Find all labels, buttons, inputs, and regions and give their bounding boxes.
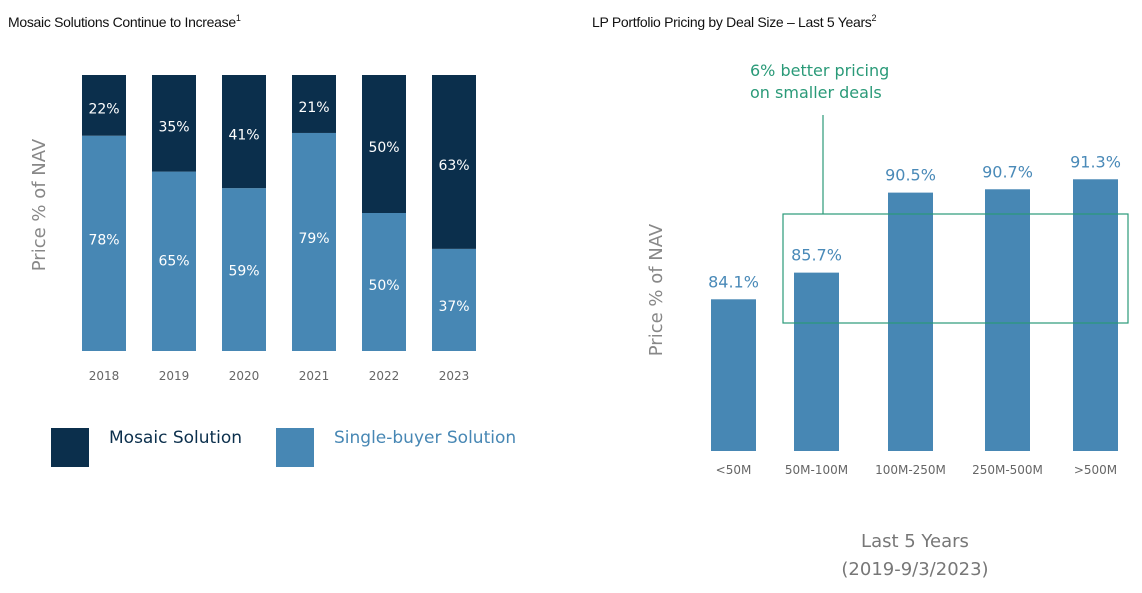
- label-mosaic-2021: 21%: [298, 100, 329, 116]
- legend-swatch-single: [276, 428, 314, 467]
- annotation-line-2: on smaller deals: [750, 83, 882, 102]
- value-label-100M-250M: 90.5%: [885, 166, 936, 185]
- annotation-line-1: 6% better pricing: [750, 61, 889, 80]
- bar-mosaic-2022: [362, 75, 406, 213]
- bar-single-2018: [82, 135, 126, 351]
- bar-mosaic-2023: [432, 75, 476, 249]
- bar-single-2021: [292, 132, 336, 351]
- bar-50M-100M: [794, 272, 839, 451]
- x-tick-250M-500M: 250M-500M: [972, 463, 1043, 477]
- x-axis-label-line-1: Last 5 Years: [861, 531, 969, 552]
- x-tick-100M-250M: 100M-250M: [875, 463, 946, 477]
- bar-mosaic-2018: [82, 75, 126, 136]
- legend-swatch-mosaic: [51, 428, 89, 467]
- x-tick-2022: 2022: [369, 369, 400, 383]
- legend: Mosaic Solution Single-buyer Solution: [51, 428, 516, 467]
- legend-label-mosaic: Mosaic Solution: [109, 428, 242, 448]
- bar-250M-500M: [985, 189, 1030, 451]
- bar-single-2023: [432, 248, 476, 351]
- x-tick-2020: 2020: [229, 369, 260, 383]
- label-mosaic-2018: 22%: [88, 101, 119, 117]
- left-chart-title: Mosaic Solutions Continue to Increase1: [8, 13, 241, 30]
- label-mosaic-2022: 50%: [368, 140, 399, 156]
- x-tick->500M: >500M: [1074, 463, 1117, 477]
- value-label->500M: 91.3%: [1070, 152, 1121, 171]
- bar-<50M: [711, 299, 756, 451]
- bar-mosaic-2019: [152, 75, 196, 172]
- bar-mosaic-2021: [292, 75, 336, 133]
- label-single-2022: 50%: [368, 278, 399, 294]
- bar-mosaic-2020: [222, 75, 266, 189]
- legend-label-single: Single-buyer Solution: [334, 428, 516, 448]
- label-mosaic-2019: 35%: [158, 119, 189, 135]
- right-chart-title: LP Portfolio Pricing by Deal Size – Last…: [592, 13, 877, 30]
- label-single-2018: 78%: [88, 233, 119, 249]
- label-single-2019: 65%: [158, 254, 189, 270]
- bar-single-2019: [152, 171, 196, 351]
- value-label-250M-500M: 90.7%: [982, 162, 1033, 181]
- right-y-axis-label: Price % of NAV: [646, 223, 667, 356]
- label-mosaic-2023: 63%: [438, 158, 469, 174]
- x-tick-2018: 2018: [89, 369, 120, 383]
- value-label-50M-100M: 85.7%: [791, 246, 842, 265]
- x-tick-<50M: <50M: [716, 463, 752, 477]
- x-tick-2023: 2023: [439, 369, 470, 383]
- label-mosaic-2020: 41%: [228, 128, 259, 144]
- value-label-<50M: 84.1%: [708, 272, 759, 291]
- bar-single-2020: [222, 188, 266, 351]
- x-axis-label-line-2: (2019-9/3/2023): [841, 559, 988, 580]
- x-tick-2019: 2019: [159, 369, 190, 383]
- left-y-axis-label: Price % of NAV: [29, 138, 50, 271]
- highlight-box: [782, 213, 1129, 324]
- label-single-2021: 79%: [298, 231, 329, 247]
- bar-single-2022: [362, 213, 406, 351]
- label-single-2020: 59%: [228, 263, 259, 279]
- x-tick-2021: 2021: [299, 369, 330, 383]
- bar->500M: [1073, 179, 1118, 452]
- bar-100M-250M: [888, 192, 933, 452]
- x-tick-50M-100M: 50M-100M: [785, 463, 848, 477]
- label-single-2023: 37%: [438, 299, 469, 315]
